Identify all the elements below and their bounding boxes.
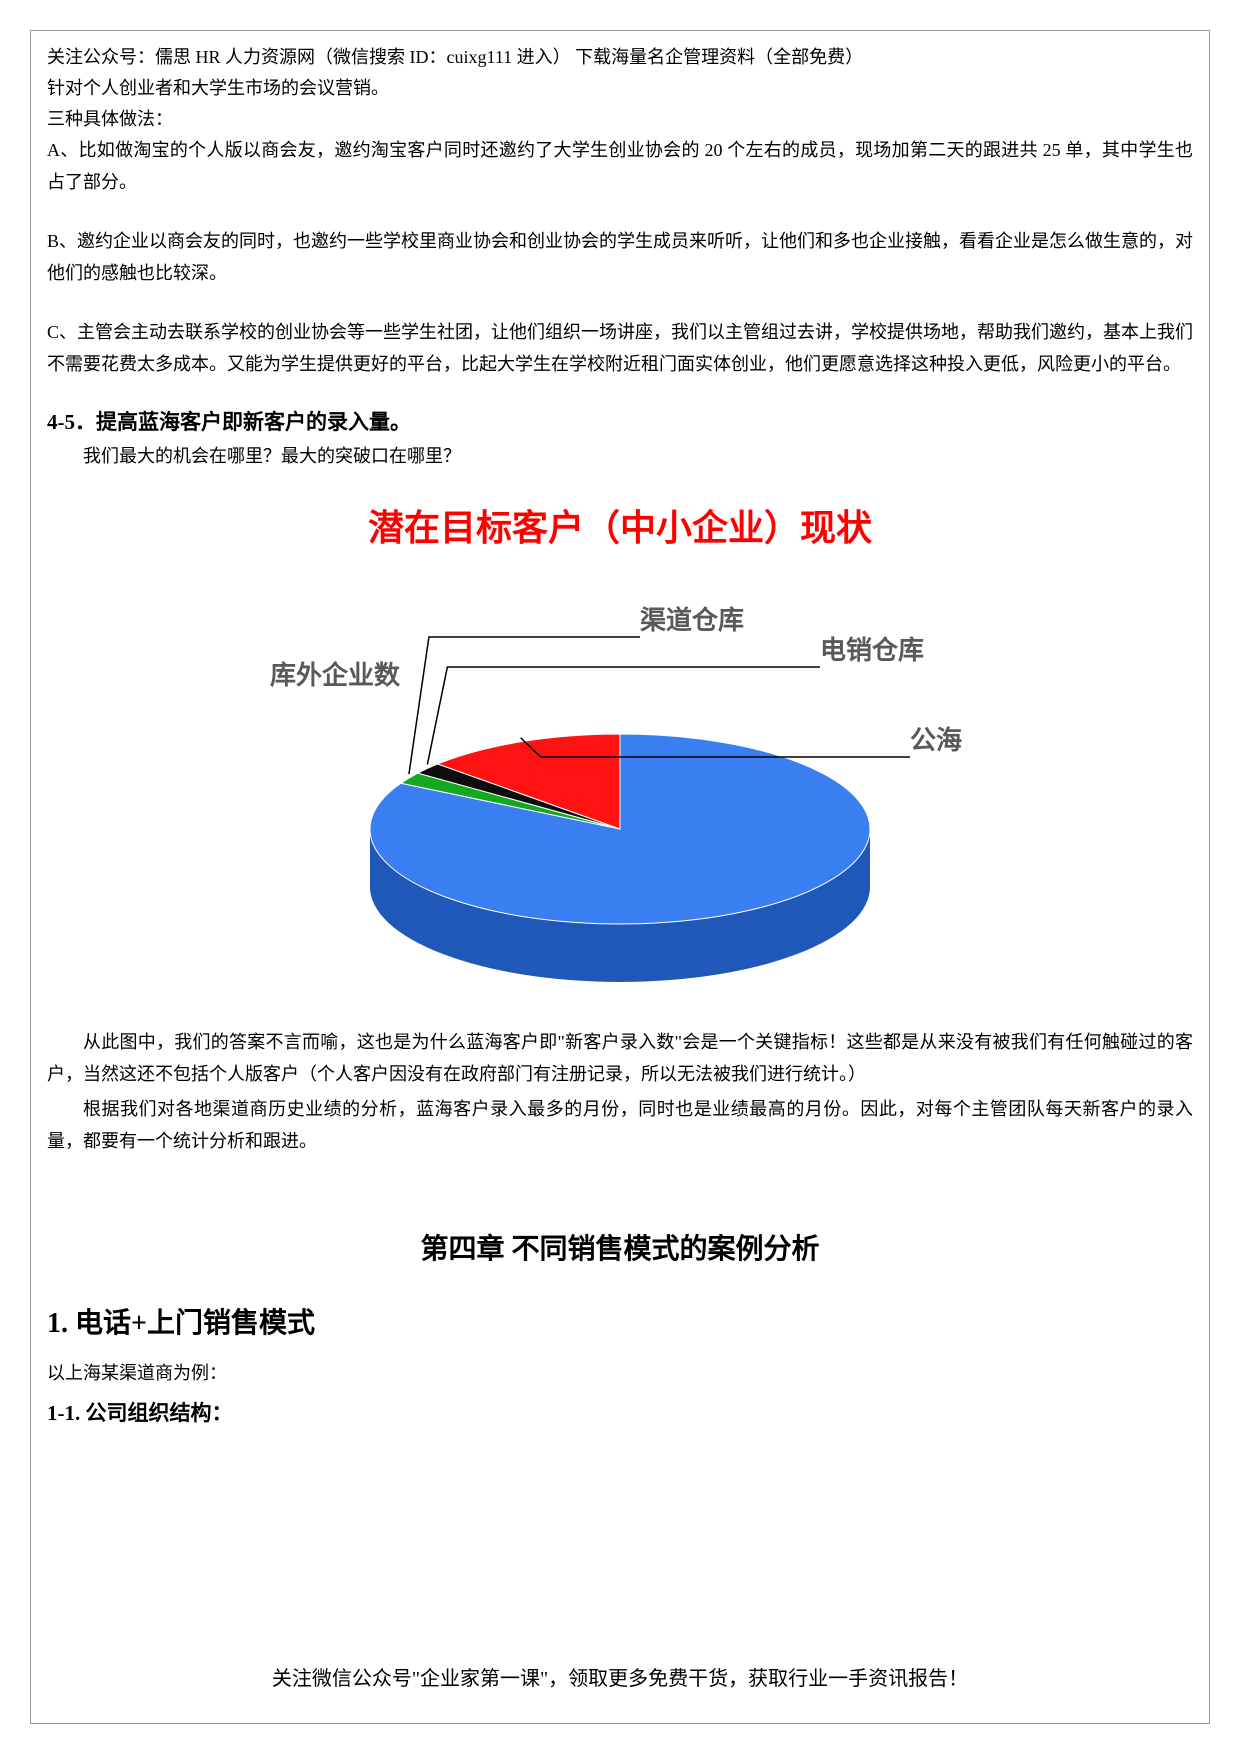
mode-1-sub: 以上海某渠道商为例： — [47, 1359, 1193, 1385]
method-b: B、邀约企业以商会友的同时，也邀约一些学校里商业协会和创业协会的学生成员来听听，… — [47, 226, 1193, 289]
method-a: A、比如做淘宝的个人版以商会友，邀约淘宝客户同时还邀约了大学生创业协会的 20 … — [47, 135, 1193, 198]
pie-chart-svg: 库外企业数 渠道仓库电销仓库公海 — [210, 569, 1030, 989]
header-methods-intro: 三种具体做法： — [47, 105, 1193, 134]
footer: 关注微信公众号"企业家第一课"，领取更多免费干货，获取行业一手资讯报告！ — [31, 1662, 1209, 1691]
mode-1-title: 1. 电话+上门销售模式 — [47, 1301, 1193, 1341]
page: 关注公众号：儒思 HR 人力资源网（微信搜索 ID：cuixg111 进入） 下… — [30, 30, 1210, 1724]
conclusion-p2: 根据我们对各地渠道商历史业绩的分析，蓝海客户录入最多的月份，同时也是业绩最高的月… — [47, 1094, 1193, 1157]
section-4-5-sub: 我们最大的机会在哪里？最大的突破口在哪里？ — [47, 442, 1193, 471]
svg-text:电销仓库: 电销仓库 — [820, 635, 924, 665]
chapter-4-title: 第四章 不同销售模式的案例分析 — [47, 1227, 1193, 1267]
chart-title: 潜在目标客户（中小企业）现状 — [47, 499, 1193, 551]
svg-text:渠道仓库: 渠道仓库 — [640, 605, 744, 635]
mode-1-struct: 1-1. 公司组织结构： — [47, 1397, 1193, 1427]
section-4-5-title: 4-5．提高蓝海客户即新客户的录入量。 — [47, 406, 1193, 436]
conclusion-p1: 从此图中，我们的答案不言而喻，这也是为什么蓝海客户即"新客户录入数"会是一个关键… — [47, 1027, 1193, 1090]
method-c: C、主管会主动去联系学校的创业协会等一些学生社团，让他们组织一场讲座，我们以主管… — [47, 317, 1193, 380]
header-topic: 针对个人创业者和大学生市场的会议营销。 — [47, 74, 1193, 103]
svg-text:库外企业数: 库外企业数 — [270, 660, 401, 690]
header-wechat: 关注公众号：儒思 HR 人力资源网（微信搜索 ID：cuixg111 进入） 下… — [47, 43, 1193, 72]
pie-chart: 库外企业数 渠道仓库电销仓库公海 — [47, 569, 1193, 989]
svg-text:公海: 公海 — [910, 725, 962, 755]
